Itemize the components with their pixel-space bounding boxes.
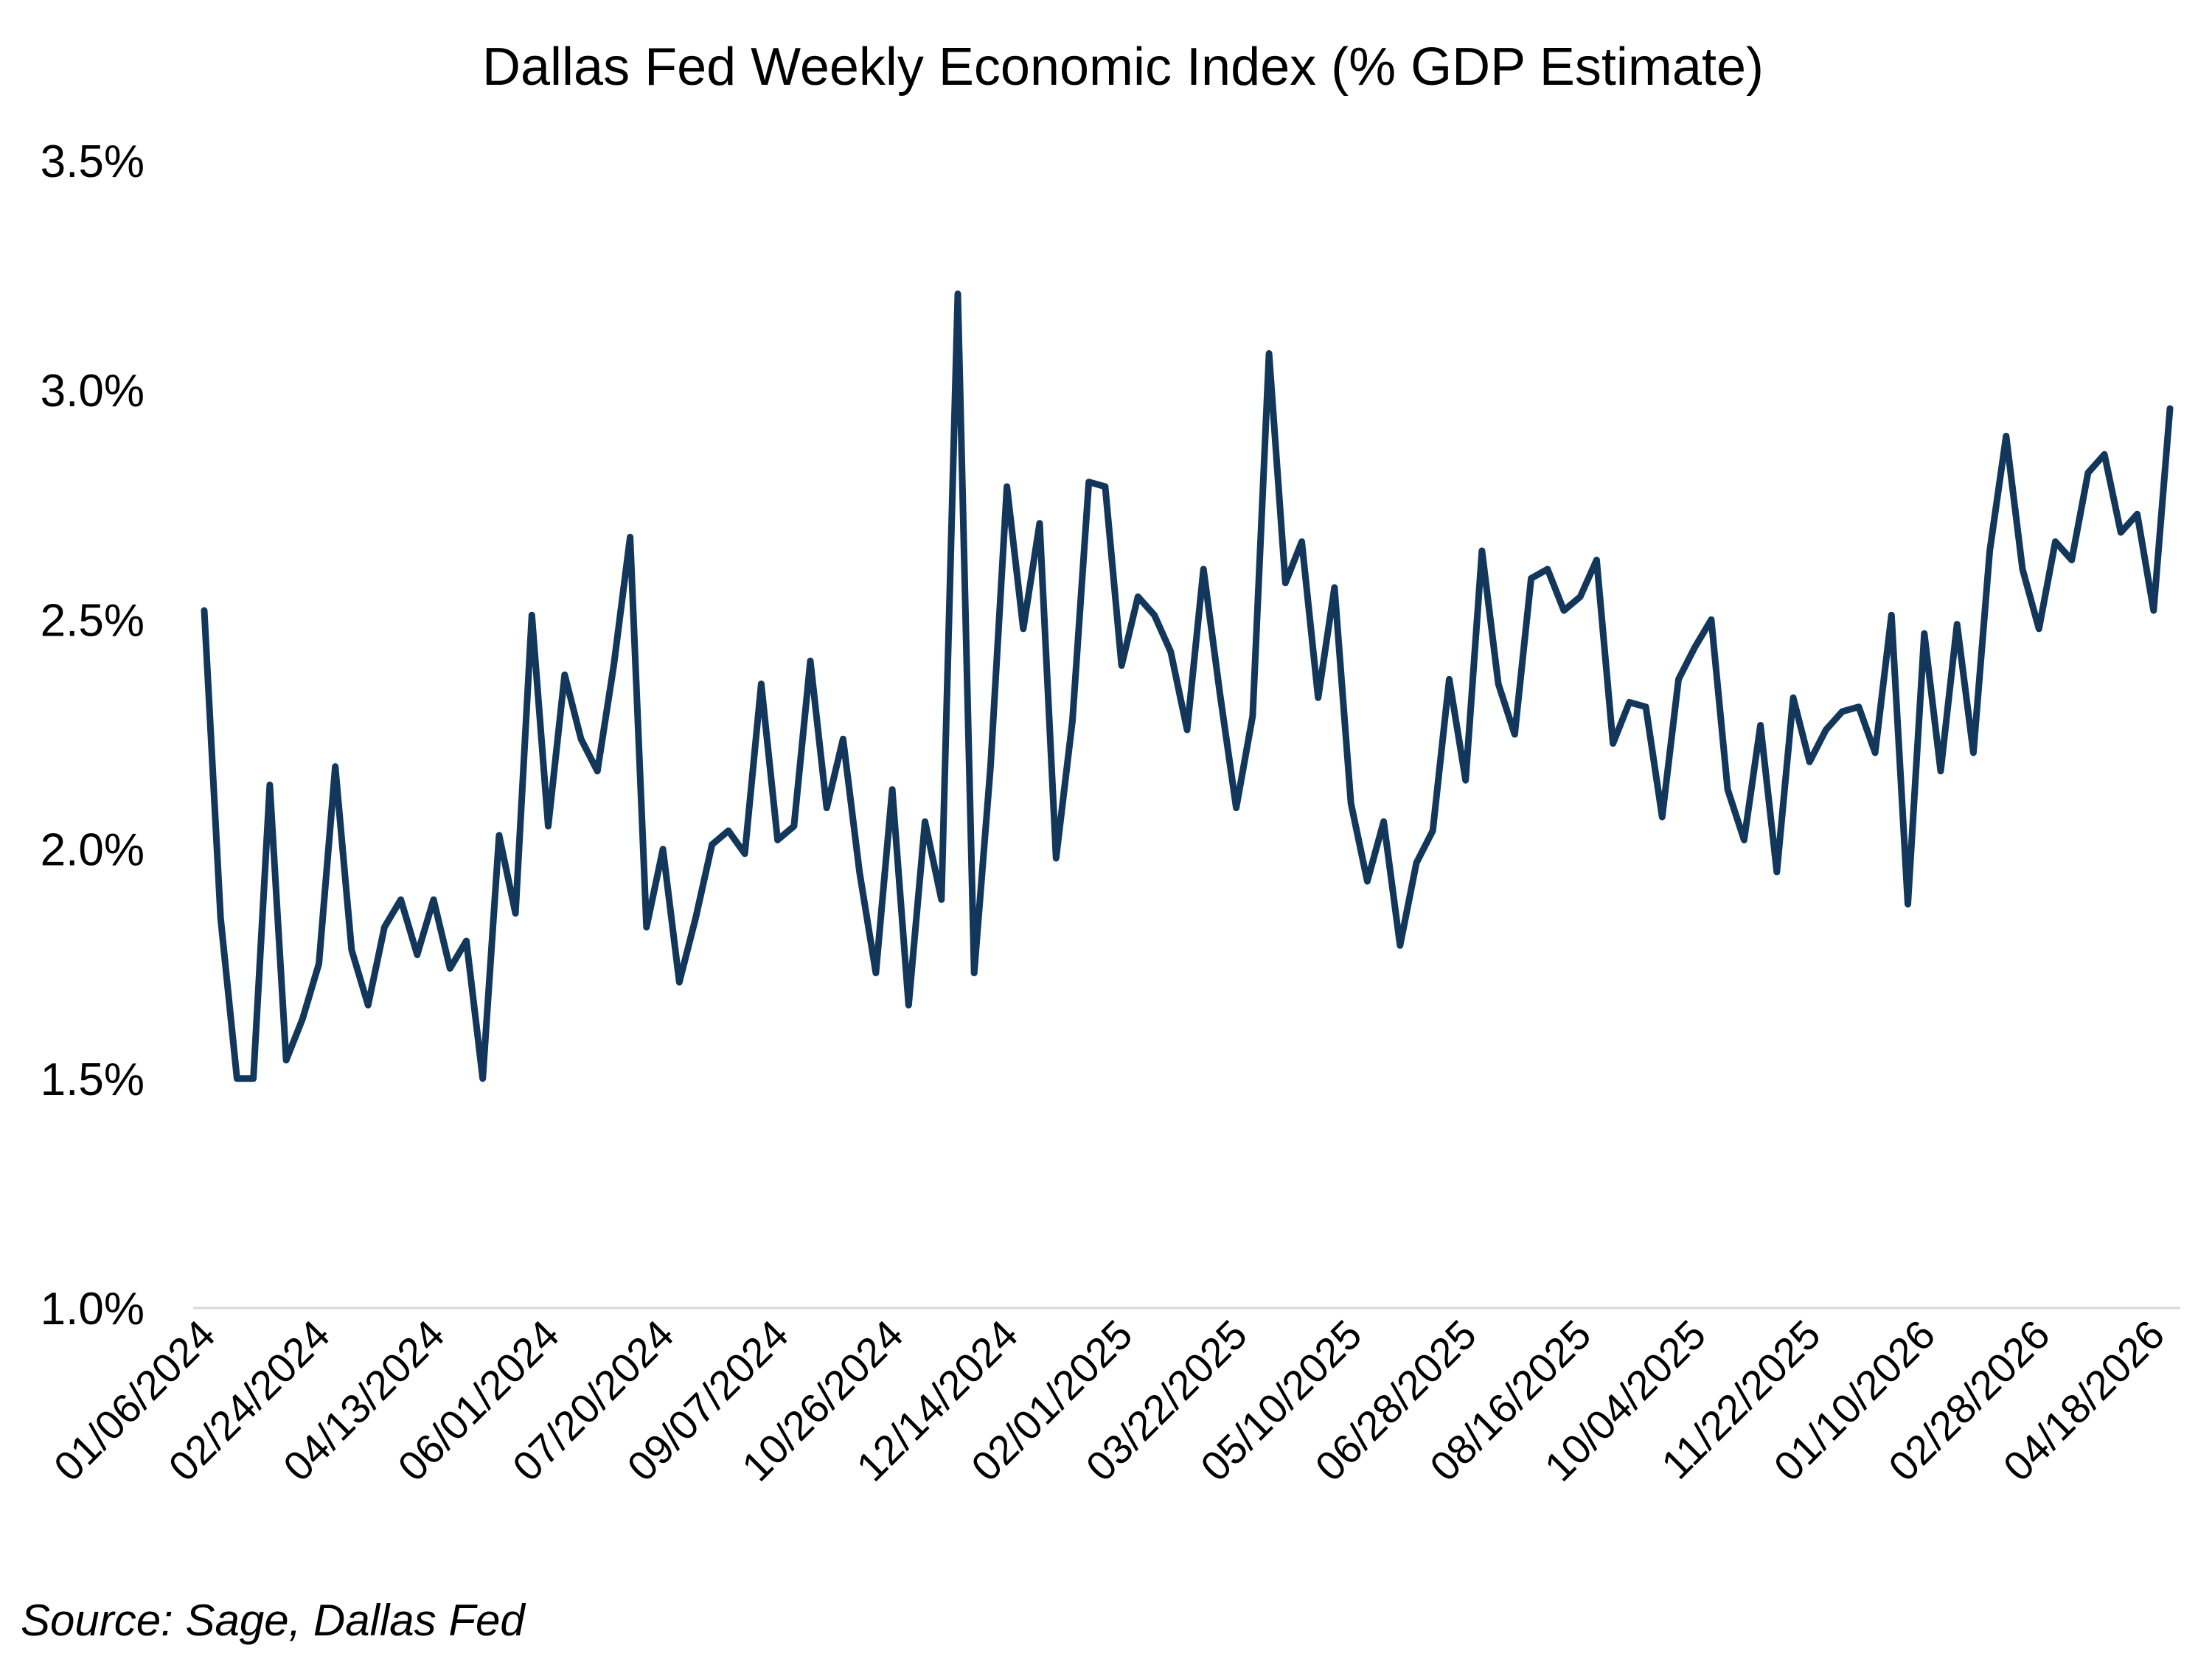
y-tick-label: 2.5% bbox=[41, 595, 145, 646]
chart-title: Dallas Fed Weekly Economic Index (% GDP … bbox=[482, 38, 1764, 97]
y-tick-label: 1.0% bbox=[41, 1284, 145, 1335]
x-axis-ticks: 01/06/202402/24/202404/13/202406/01/2024… bbox=[45, 1311, 2174, 1490]
y-axis-ticks: 1.0% 1.5% 2.0% 2.5% 3.0% 3.5% bbox=[41, 136, 145, 1335]
source-note: Source: Sage, Dallas Fed bbox=[21, 1596, 526, 1645]
y-tick-label: 1.5% bbox=[41, 1054, 145, 1105]
series-line bbox=[201, 291, 2174, 1082]
y-tick-label: 2.0% bbox=[41, 825, 145, 876]
y-tick-label: 3.0% bbox=[41, 366, 145, 417]
y-tick-label: 3.5% bbox=[41, 136, 145, 187]
